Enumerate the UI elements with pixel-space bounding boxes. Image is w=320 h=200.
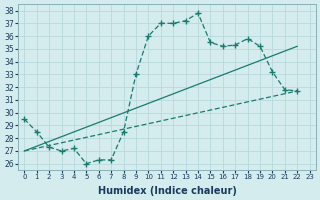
X-axis label: Humidex (Indice chaleur): Humidex (Indice chaleur) (98, 186, 236, 196)
